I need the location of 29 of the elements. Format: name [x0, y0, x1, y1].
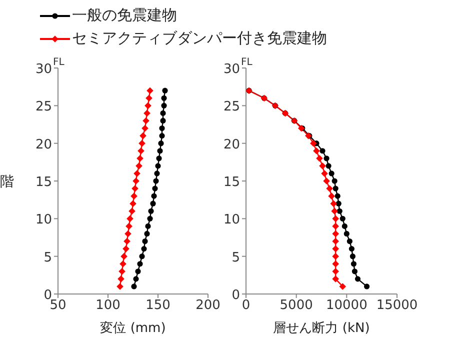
legend-label: セミアクティブダンパー付き免震建物 — [72, 29, 327, 48]
y-tick-label: 20 — [35, 137, 52, 152]
y-tick-label: 25 — [223, 100, 240, 115]
y-tick-label: 10 — [223, 212, 240, 228]
y-axis-title: 階 — [0, 174, 14, 190]
y-tick-label: 20 — [223, 137, 240, 152]
x-tick-label: 50 — [50, 298, 66, 314]
y-tick-label: 10 — [35, 212, 52, 228]
annotation: FL — [53, 57, 65, 68]
annotation: FL — [241, 57, 253, 68]
x-tick-label: 0 — [242, 298, 250, 314]
y-tick-label: 30 — [223, 62, 240, 77]
x-tick-label: 150 — [146, 298, 170, 314]
y-tick-label: 25 — [35, 100, 52, 115]
x-axis-title: 層せん断力 (kN) — [273, 321, 370, 336]
x-tick-label: 5000 — [280, 298, 313, 314]
y-tick-label: 15 — [223, 175, 240, 190]
x-tick-label: 200 — [196, 298, 220, 314]
y-tick-label: 30 — [35, 62, 52, 77]
y-tick-label: 0 — [44, 288, 52, 303]
x-tick-label: 15000 — [376, 298, 418, 314]
y-tick-label: 5 — [44, 250, 52, 266]
x-tick-label: 10000 — [326, 298, 368, 314]
y-tick-label: 5 — [232, 250, 240, 266]
y-tick-label: 0 — [232, 288, 240, 303]
x-axis-title: 変位 (mm) — [100, 320, 166, 336]
x-tick-label: 100 — [96, 298, 120, 314]
y-tick-label: 15 — [35, 175, 52, 190]
legend-label: 一般の免震建物 — [72, 6, 177, 25]
